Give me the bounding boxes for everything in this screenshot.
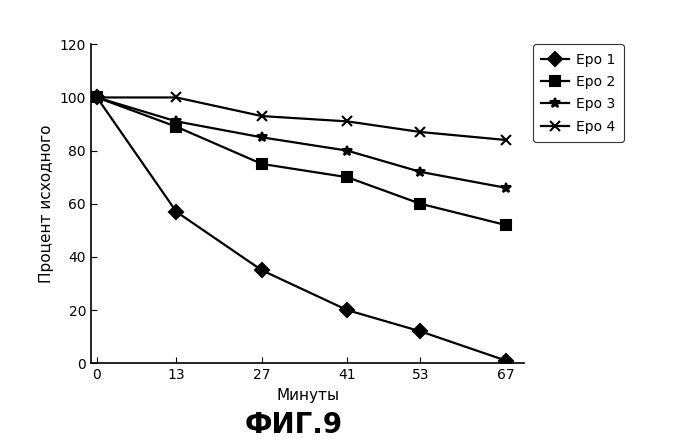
Epo 2	[258, 161, 266, 167]
Epo 2	[172, 124, 180, 129]
Epo 2	[93, 95, 101, 100]
Epo 2	[343, 175, 352, 180]
Epo 4	[172, 95, 180, 100]
Epo 1	[172, 209, 180, 214]
Line: Epo 4: Epo 4	[92, 93, 511, 145]
Epo 2	[417, 201, 425, 206]
Epo 1	[502, 358, 510, 363]
Epo 4	[343, 119, 352, 124]
Epo 4	[93, 95, 101, 100]
Text: ФИГ.9: ФИГ.9	[245, 411, 343, 439]
Epo 2	[502, 222, 510, 228]
Epo 4	[502, 137, 510, 143]
Epo 3	[417, 169, 425, 175]
Line: Epo 1: Epo 1	[92, 93, 511, 365]
Epo 3	[258, 135, 266, 140]
Epo 3	[343, 148, 352, 153]
Epo 1	[258, 268, 266, 273]
Epo 4	[417, 129, 425, 135]
Epo 1	[343, 307, 352, 313]
Epo 1	[417, 329, 425, 334]
Line: Epo 2: Epo 2	[92, 93, 511, 230]
Line: Epo 3: Epo 3	[92, 93, 511, 193]
Y-axis label: Процент исходного: Процент исходного	[39, 124, 54, 283]
Legend: Epo 1, Epo 2, Epo 3, Epo 4: Epo 1, Epo 2, Epo 3, Epo 4	[533, 44, 624, 142]
Epo 1	[93, 95, 101, 100]
Epo 4	[258, 113, 266, 119]
X-axis label: Минуты: Минуты	[276, 388, 339, 403]
Epo 3	[172, 119, 180, 124]
Epo 3	[93, 95, 101, 100]
Epo 3	[502, 185, 510, 190]
